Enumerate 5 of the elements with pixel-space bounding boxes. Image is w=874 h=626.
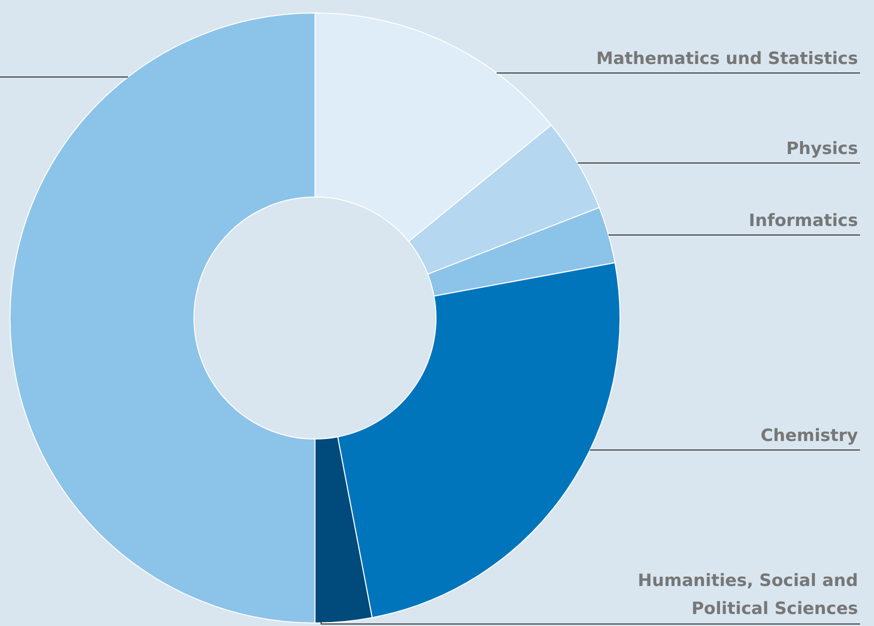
slice-label: Humanities, Social and Political Sciences bbox=[638, 571, 858, 619]
slice-label: Physics bbox=[786, 139, 858, 159]
slice-label: Mathematics und Statistics bbox=[596, 49, 858, 69]
slice-label: Chemistry bbox=[760, 426, 858, 446]
slice-label: Informatics bbox=[748, 211, 858, 231]
